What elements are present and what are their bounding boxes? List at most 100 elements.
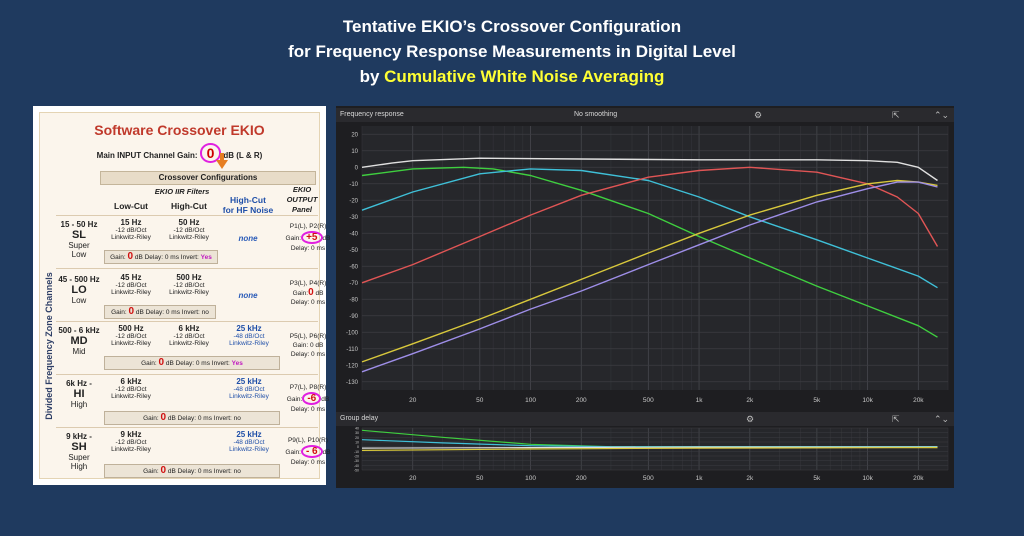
output-gain-label: Gain: bbox=[285, 235, 302, 242]
hf-cut-cell: 25 kHz -48 dB/Oct Linkwitz-Riley bbox=[220, 430, 278, 453]
gd-title[interactable]: Group delay bbox=[340, 415, 379, 422]
row-sh: 9 kHz - SH Super High 9 kHz -12 dB/Oct L… bbox=[56, 427, 331, 480]
invert-value: no bbox=[201, 309, 209, 316]
gain-delay-bar: Gain: 0 dB Delay: 0 ms Invert: Yes bbox=[104, 250, 218, 264]
delay-unit: ms bbox=[203, 468, 212, 475]
output-gain-label: Gain: bbox=[286, 396, 303, 403]
y-tick-label: -80 bbox=[349, 297, 358, 303]
gear-icon[interactable]: ⚙ bbox=[754, 110, 763, 120]
row-name: 500 - 6 kHz MD Mid bbox=[56, 326, 102, 356]
y-tick-label: -130 bbox=[346, 380, 359, 386]
low-cut-type: Linkwitz-Riley bbox=[111, 393, 151, 400]
hf-none: none bbox=[238, 291, 258, 300]
y-tick-label: -90 bbox=[349, 314, 358, 320]
title-highlight: Cumulative White Noise Averaging bbox=[384, 67, 665, 86]
export-icon[interactable]: ⇱ bbox=[892, 414, 900, 424]
gain-value: 0 bbox=[127, 251, 134, 262]
output-header-line3: Panel bbox=[291, 205, 312, 214]
output-delay: Delay: 0 ms bbox=[290, 459, 326, 466]
delay-unit: ms bbox=[201, 360, 210, 367]
crossover-panel-inner: Software Crossover EKIO Main INPUT Chann… bbox=[39, 112, 331, 480]
chevron-up-down-icon[interactable]: ⌃⌄ bbox=[934, 110, 950, 120]
series-line-0 bbox=[361, 157, 938, 182]
high-cut-cell: 6 kHz -12 dB/Oct Linkwitz-Riley bbox=[160, 324, 218, 347]
output-ports: P5(L), P6(R) bbox=[289, 333, 327, 340]
x-tick-label: 2k bbox=[746, 475, 754, 482]
chevron-up-down-icon[interactable]: ⌃⌄ bbox=[934, 414, 950, 424]
gd-toolbar: Group delay ⚙ ⇱ ⌃⌄ bbox=[336, 412, 954, 426]
title-line-3: by Cumulative White Noise Averaging bbox=[0, 64, 1024, 89]
title-line-1: Tentative EKIO’s Crossover Configuration bbox=[342, 17, 682, 36]
row-freq: 500 - 6 kHz bbox=[58, 326, 100, 335]
low-cut-slope: -12 dB/Oct bbox=[115, 227, 147, 234]
delay-label: Delay: bbox=[145, 309, 165, 316]
output-gain-value: 0 bbox=[308, 287, 314, 298]
output-ports: P1(L), P2(R) bbox=[289, 223, 327, 230]
export-icon[interactable]: ⇱ bbox=[892, 110, 900, 120]
output-delay: Delay: 0 ms bbox=[290, 299, 326, 306]
y-tick-label: -20 bbox=[349, 198, 358, 204]
low-cut-cell: 9 kHz -12 dB/Oct Linkwitz-Riley bbox=[102, 430, 160, 453]
output-header-line2: OUTPUT bbox=[286, 195, 318, 204]
invert-label: Invert: bbox=[180, 254, 199, 261]
high-cut-slope: -12 dB/Oct bbox=[173, 333, 205, 340]
plot-area bbox=[362, 126, 948, 390]
output-gain-unit: dB bbox=[321, 396, 330, 403]
low-cut-cell: 45 Hz -12 dB/Oct Linkwitz-Riley bbox=[102, 273, 160, 296]
delay-unit: ms bbox=[171, 309, 180, 316]
row-code: HI bbox=[73, 388, 85, 400]
output-gain-value: - 6 bbox=[300, 445, 323, 458]
crossover-panel: Software Crossover EKIO Main INPUT Chann… bbox=[33, 106, 331, 485]
output-delay: Delay: 0 ms bbox=[290, 406, 326, 413]
low-cut-freq: 15 Hz bbox=[120, 218, 142, 227]
hf-cut-slope: -48 dB/Oct bbox=[233, 333, 265, 340]
delay-value: 0 bbox=[164, 254, 169, 261]
software-crossover-title: Software Crossover EKIO bbox=[94, 122, 265, 138]
low-cut-slope: -12 dB/Oct bbox=[115, 386, 147, 393]
row-name-1: Mid bbox=[72, 347, 86, 356]
low-cut-freq: 6 kHz bbox=[120, 377, 142, 386]
fr-title[interactable]: Frequency response bbox=[340, 111, 404, 118]
main-gain-suffix: dB (L & R) bbox=[223, 151, 263, 160]
hf-cut-type: Linkwitz-Riley bbox=[229, 446, 269, 453]
y-tick-label: -50 bbox=[354, 469, 359, 473]
y-tick-label: -50 bbox=[349, 248, 358, 254]
delay-unit: ms bbox=[203, 415, 212, 422]
output-delay: Delay: 0 ms bbox=[290, 351, 326, 358]
x-tick-label: 2k bbox=[746, 397, 754, 404]
low-cut-cell: 500 Hz -12 dB/Oct Linkwitz-Riley bbox=[102, 324, 160, 347]
hf-cut-freq: 25 kHz bbox=[236, 430, 262, 439]
x-tick-label: 1k bbox=[696, 475, 704, 482]
output-panel-header: EKIO OUTPUT Panel bbox=[282, 185, 322, 215]
gain-unit: dB bbox=[167, 468, 176, 475]
row-freq: 15 - 50 Hz bbox=[60, 220, 98, 229]
invert-label: Invert: bbox=[213, 415, 232, 422]
smoothing-dropdown[interactable]: No smoothing bbox=[574, 111, 618, 118]
gain-label: Gain: bbox=[110, 254, 126, 261]
gain-unit: dB bbox=[134, 254, 143, 261]
gear-icon[interactable]: ⚙ bbox=[746, 414, 755, 424]
y-tick-label: -20 bbox=[354, 455, 359, 459]
arrow-down-icon bbox=[216, 160, 228, 169]
output-gain-unit: dB bbox=[322, 449, 331, 456]
gain-unit: dB bbox=[135, 309, 144, 316]
title-line-2: for Frequency Response Measurements in D… bbox=[288, 42, 736, 61]
row-code: LO bbox=[71, 284, 87, 296]
low-cut-header: Low-Cut bbox=[114, 201, 148, 211]
output-gain-unit: dB bbox=[315, 290, 324, 297]
output-gain-value: +5 bbox=[301, 231, 323, 244]
gain-delay-bar: Gain: 0 dB Delay: 0 ms Invert: no bbox=[104, 464, 280, 478]
x-tick-label: 5k bbox=[813, 397, 821, 404]
gain-unit: dB bbox=[167, 415, 176, 422]
hf-cut-cell: 25 kHz -48 dB/Oct Linkwitz-Riley bbox=[220, 324, 278, 347]
y-tick-label: -30 bbox=[354, 459, 359, 463]
delay-value: 0 bbox=[197, 415, 202, 422]
hf-cut-type: Linkwitz-Riley bbox=[229, 393, 269, 400]
row-name-1: Super bbox=[68, 241, 90, 250]
output-gain-value: -6 bbox=[302, 392, 322, 405]
delay-label: Delay: bbox=[144, 254, 164, 261]
x-tick-label: 5k bbox=[813, 475, 821, 482]
hf-cut-freq: 25 kHz bbox=[236, 324, 262, 333]
main-input-gain: Main INPUT Channel Gain: 0 dB (L & R) bbox=[40, 143, 319, 163]
row-name: 6k Hz - HI High bbox=[56, 379, 102, 409]
